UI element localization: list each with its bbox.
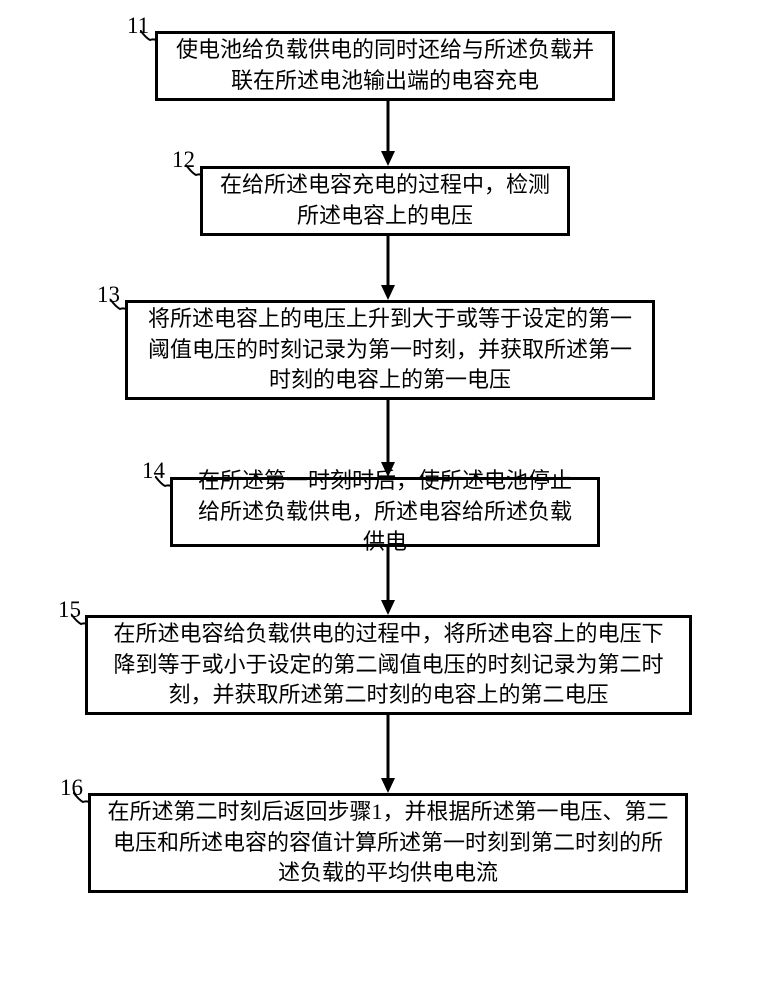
flowchart-node-3: 将所述电容上的电压上升到大于或等于设定的第一阈值电压的时刻记录为第一时刻，并获取…: [125, 300, 655, 400]
arrow-2: [378, 236, 398, 300]
flowchart-node-2: 在给所述电容充电的过程中，检测所述电容上的电压: [200, 166, 570, 236]
node-text: 在所述第二时刻后返回步骤1，并根据所述第一电压、第二电压和所述电容的容值计算所述…: [106, 797, 670, 889]
node-text: 将所述电容上的电压上升到大于或等于设定的第一阈值电压的时刻记录为第一时刻，并获取…: [143, 304, 637, 396]
node-text: 在给所述电容充电的过程中，检测所述电容上的电压: [218, 170, 552, 232]
node-text: 使电池给负载供电的同时还给与所述负载并联在所述电池输出端的电容充电: [173, 35, 597, 97]
node-text: 在所述电容给负载供电的过程中，将所述电容上的电压下降到等于或小于设定的第二阈值电…: [103, 619, 674, 711]
flowchart-node-5: 在所述电容给负载供电的过程中，将所述电容上的电压下降到等于或小于设定的第二阈值电…: [85, 615, 692, 715]
flowchart-node-4: 在所述第一时刻时后，使所述电池停止给所述负载供电，所述电容给所述负载供电: [170, 477, 600, 547]
node-text: 在所述第一时刻时后，使所述电池停止给所述负载供电，所述电容给所述负载供电: [188, 466, 582, 558]
flowchart-node-1: 使电池给负载供电的同时还给与所述负载并联在所述电池输出端的电容充电: [155, 31, 615, 101]
flowchart-container: 11 使电池给负载供电的同时还给与所述负载并联在所述电池输出端的电容充电 12 …: [0, 0, 775, 1000]
arrow-4: [378, 547, 398, 615]
arrow-5: [378, 715, 398, 793]
flowchart-node-6: 在所述第二时刻后返回步骤1，并根据所述第一电压、第二电压和所述电容的容值计算所述…: [88, 793, 688, 893]
arrow-1: [378, 101, 398, 166]
